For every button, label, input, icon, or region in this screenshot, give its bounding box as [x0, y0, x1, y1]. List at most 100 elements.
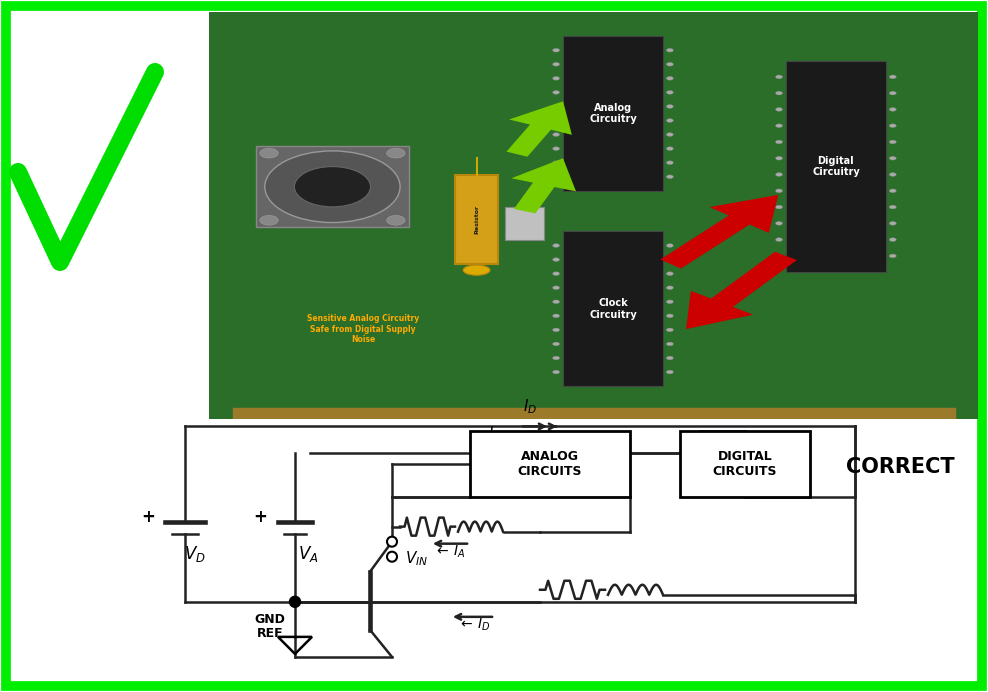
- Circle shape: [552, 48, 559, 52]
- Circle shape: [889, 254, 896, 257]
- Bar: [680, 431, 810, 497]
- Circle shape: [667, 314, 674, 318]
- Circle shape: [889, 156, 896, 160]
- Text: Sensitive Analog Circuitry
Safe from Digital Supply
Noise: Sensitive Analog Circuitry Safe from Dig…: [307, 314, 419, 344]
- Circle shape: [552, 161, 559, 165]
- Text: REF: REF: [257, 628, 284, 640]
- Circle shape: [552, 257, 559, 262]
- Circle shape: [552, 300, 559, 304]
- Bar: [232, 408, 955, 423]
- Circle shape: [552, 104, 559, 108]
- Circle shape: [387, 537, 397, 547]
- Text: Analog
Circuitry: Analog Circuitry: [589, 102, 637, 125]
- Bar: [786, 61, 886, 272]
- Circle shape: [552, 286, 559, 289]
- Circle shape: [667, 244, 674, 247]
- Circle shape: [776, 124, 782, 127]
- Circle shape: [552, 91, 559, 94]
- Bar: [256, 147, 409, 227]
- Circle shape: [667, 48, 674, 52]
- Ellipse shape: [463, 265, 490, 275]
- Circle shape: [552, 244, 559, 247]
- Circle shape: [386, 148, 405, 158]
- FancyArrow shape: [660, 195, 779, 268]
- Circle shape: [776, 91, 782, 95]
- Text: Clock
Circuitry: Clock Circuitry: [589, 298, 637, 320]
- Circle shape: [386, 215, 405, 225]
- Text: $\leftarrow\,I_A$: $\leftarrow\,I_A$: [434, 543, 465, 560]
- Text: $V_{IN}$: $V_{IN}$: [405, 549, 428, 568]
- Text: +: +: [141, 508, 155, 526]
- Text: DIGITAL
CIRCUITS: DIGITAL CIRCUITS: [712, 450, 778, 478]
- Circle shape: [552, 272, 559, 275]
- Circle shape: [667, 161, 674, 165]
- Circle shape: [265, 151, 400, 223]
- Circle shape: [776, 75, 782, 79]
- FancyArrow shape: [686, 252, 797, 329]
- Circle shape: [776, 156, 782, 160]
- Circle shape: [552, 62, 559, 66]
- Bar: [470, 431, 630, 497]
- FancyArrow shape: [507, 101, 572, 156]
- Circle shape: [552, 342, 559, 346]
- Circle shape: [667, 91, 674, 94]
- Circle shape: [294, 167, 370, 207]
- Circle shape: [889, 107, 896, 111]
- Circle shape: [552, 328, 559, 331]
- Text: GND: GND: [255, 613, 286, 626]
- Circle shape: [667, 77, 674, 80]
- Text: $\leftarrow\,I_D$: $\leftarrow\,I_D$: [457, 617, 490, 633]
- Circle shape: [776, 206, 782, 209]
- Circle shape: [889, 91, 896, 95]
- Circle shape: [776, 238, 782, 242]
- Circle shape: [667, 175, 674, 179]
- Circle shape: [260, 215, 279, 225]
- Bar: [455, 174, 498, 264]
- Circle shape: [776, 221, 782, 225]
- Circle shape: [552, 314, 559, 318]
- Circle shape: [889, 221, 896, 225]
- Circle shape: [552, 370, 559, 374]
- Text: ANALOG
CIRCUITS: ANALOG CIRCUITS: [518, 450, 582, 478]
- Circle shape: [289, 597, 300, 608]
- Circle shape: [387, 552, 397, 562]
- Circle shape: [552, 147, 559, 150]
- Circle shape: [552, 77, 559, 80]
- Circle shape: [667, 342, 674, 346]
- Circle shape: [667, 300, 674, 304]
- Text: +: +: [253, 508, 267, 526]
- Text: $V_A$: $V_A$: [297, 544, 318, 564]
- Circle shape: [667, 328, 674, 331]
- Circle shape: [889, 75, 896, 79]
- Circle shape: [667, 272, 674, 275]
- Text: $I_A$: $I_A$: [488, 425, 502, 444]
- Circle shape: [889, 124, 896, 127]
- Circle shape: [667, 133, 674, 136]
- Circle shape: [776, 140, 782, 144]
- Circle shape: [776, 107, 782, 111]
- Circle shape: [889, 189, 896, 192]
- Circle shape: [889, 173, 896, 176]
- Circle shape: [776, 173, 782, 176]
- Circle shape: [552, 119, 559, 122]
- Circle shape: [667, 119, 674, 122]
- Text: $I_D$: $I_D$: [523, 398, 537, 417]
- Bar: [563, 232, 663, 386]
- Bar: [506, 207, 543, 239]
- Text: $V_D$: $V_D$: [184, 544, 206, 564]
- Circle shape: [667, 62, 674, 66]
- FancyArrow shape: [512, 158, 576, 213]
- Bar: [563, 36, 663, 191]
- Circle shape: [889, 206, 896, 209]
- Circle shape: [667, 286, 674, 289]
- Circle shape: [667, 147, 674, 150]
- Circle shape: [552, 356, 559, 360]
- Text: CORRECT: CORRECT: [846, 457, 954, 477]
- Text: Resistor: Resistor: [474, 205, 479, 234]
- Circle shape: [552, 175, 559, 179]
- Circle shape: [552, 133, 559, 136]
- Circle shape: [260, 148, 279, 158]
- Circle shape: [776, 254, 782, 257]
- Circle shape: [667, 370, 674, 374]
- Circle shape: [776, 189, 782, 192]
